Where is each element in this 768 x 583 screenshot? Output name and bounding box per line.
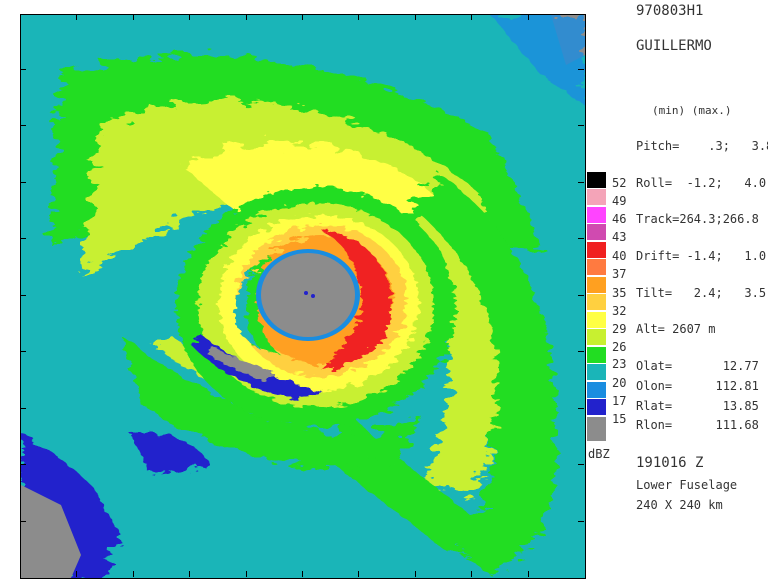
legend-value: 15 [612,412,627,426]
legend-value: 20 [612,376,627,390]
origin-latitude: Olat= 12.77 N [636,359,768,373]
track-value: Track=264.3;266.8 [636,212,759,226]
legend-value: 43 [612,230,627,244]
legend-swatch [587,312,606,328]
minmax-header: (min) (max.) [652,104,732,117]
legend-swatch [587,277,606,293]
legend-value: 29 [612,322,627,336]
drift-value: Drift= -1.4; 1.0 [636,249,767,263]
legend-value: 52 [612,176,627,190]
altitude-value: Alt= 2607 m [636,322,716,336]
legend-value: 32 [612,304,627,318]
storm-name: GUILLERMO [636,38,712,54]
legend-swatch [587,294,606,310]
legend-value: 23 [612,357,627,371]
legend-swatch [587,329,606,345]
roll-value: Roll= -1.2; 4.0 [636,176,767,190]
legend-value: 40 [612,249,627,263]
legend-swatch [587,364,606,380]
legend-swatch [587,172,606,188]
legend-swatch [587,224,606,240]
legend-value: 37 [612,267,627,281]
radar-type: Lower Fuselage [636,478,738,492]
pitch-value: Pitch= .3; 3.8 [636,139,768,153]
observation-time: 191016 Z [636,455,704,471]
domain-size: 240 X 240 km [636,498,723,512]
legend-swatch [587,189,606,205]
legend-value: 17 [612,394,627,408]
legend-swatch [587,399,606,415]
legend-unit: dBZ [588,447,610,461]
legend-value: 26 [612,340,627,354]
legend-swatch [587,242,606,258]
legend-swatch [587,207,606,223]
legend-value: 46 [612,212,627,226]
flight-id: 970803H1 [636,3,704,19]
radar-image-svg [21,15,585,578]
legend-swatch [587,382,606,398]
legend-value: 35 [612,286,627,300]
legend-swatch [587,259,606,275]
radar-reflectivity-image [20,14,586,579]
legend-swatch [587,347,606,363]
legend-swatch [587,417,606,441]
tilt-value: Tilt= 2.4; 3.5 [636,286,767,300]
radar-longitude: Rlon= 111.68 W [636,418,768,432]
origin-longitude: Olon= 112.81 W [636,379,768,393]
legend-value: 49 [612,194,627,208]
radar-latitude: Rlat= 13.85 N [636,399,768,413]
